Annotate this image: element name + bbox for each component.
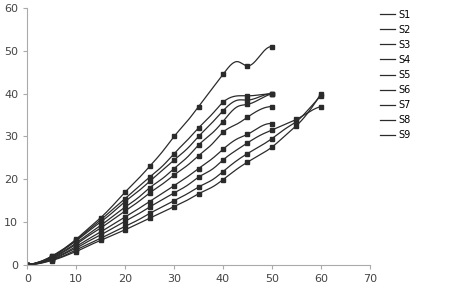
S8 <box>26 263 31 266</box>
S1 <box>170 136 176 140</box>
S7 <box>291 119 296 122</box>
S6 <box>267 122 273 125</box>
S3 <box>174 156 180 159</box>
S4 <box>169 168 175 172</box>
S3 <box>25 263 31 266</box>
S5 <box>174 171 180 175</box>
Line: S3: S3 <box>27 94 272 265</box>
S8 <box>25 263 30 266</box>
S1 <box>269 45 275 48</box>
S7 <box>318 105 324 108</box>
S1 <box>25 263 30 266</box>
S1 <box>246 64 252 67</box>
S2 <box>25 263 30 266</box>
Line: S5: S5 <box>27 107 272 265</box>
S3 <box>246 98 252 102</box>
S8 <box>199 183 205 187</box>
Legend: S1, S2, S3, S4, S5, S6, S7, S8, S9: S1, S2, S3, S4, S5, S6, S7, S8, S9 <box>378 8 413 142</box>
S8 <box>318 94 324 98</box>
S7 <box>204 171 210 174</box>
S8 <box>198 184 204 187</box>
S2 <box>25 263 31 266</box>
S5 <box>170 174 176 178</box>
Line: S2: S2 <box>27 94 272 265</box>
S1 <box>174 131 180 135</box>
S4 <box>246 102 252 106</box>
S5 <box>246 114 252 118</box>
S4 <box>269 92 275 95</box>
Line: S4: S4 <box>27 94 272 265</box>
S9 <box>198 191 204 194</box>
S6 <box>25 263 31 266</box>
S8 <box>272 135 277 138</box>
Line: S9: S9 <box>27 94 321 265</box>
S1 <box>231 61 237 65</box>
S9 <box>25 263 30 266</box>
S3 <box>169 160 175 163</box>
S9 <box>199 190 205 194</box>
S5 <box>169 175 175 178</box>
S6 <box>169 185 175 189</box>
S9 <box>272 143 277 147</box>
S7 <box>25 263 30 266</box>
S3 <box>170 159 176 163</box>
S2 <box>169 154 175 158</box>
S8 <box>204 181 210 185</box>
S1 <box>268 45 274 48</box>
S2 <box>269 92 275 95</box>
Line: S8: S8 <box>27 96 321 265</box>
S9 <box>318 92 324 95</box>
S5 <box>269 105 275 108</box>
Line: S7: S7 <box>27 107 321 265</box>
S2 <box>246 94 252 98</box>
S6 <box>246 132 252 135</box>
Line: S1: S1 <box>27 47 272 265</box>
S4 <box>231 108 237 111</box>
S6 <box>25 263 30 266</box>
S4 <box>174 164 180 168</box>
Line: S6: S6 <box>27 124 272 265</box>
S9 <box>204 188 210 192</box>
S6 <box>174 182 180 185</box>
S5 <box>231 124 237 128</box>
S4 <box>25 263 30 266</box>
S3 <box>25 263 30 266</box>
S9 <box>26 263 31 266</box>
S3 <box>269 92 275 95</box>
S5 <box>25 263 30 266</box>
S7 <box>199 173 205 177</box>
S7 <box>198 174 204 177</box>
S1 <box>169 137 175 141</box>
S2 <box>170 153 176 157</box>
S7 <box>272 127 277 130</box>
S5 <box>25 263 31 266</box>
S4 <box>25 263 31 266</box>
S9 <box>291 127 296 130</box>
S6 <box>269 122 275 125</box>
S2 <box>174 149 180 152</box>
S1 <box>25 263 31 266</box>
S7 <box>26 263 31 266</box>
S8 <box>291 122 296 125</box>
S2 <box>231 95 237 98</box>
S4 <box>170 168 176 171</box>
S6 <box>231 139 237 143</box>
S6 <box>170 185 176 188</box>
S3 <box>231 100 237 103</box>
